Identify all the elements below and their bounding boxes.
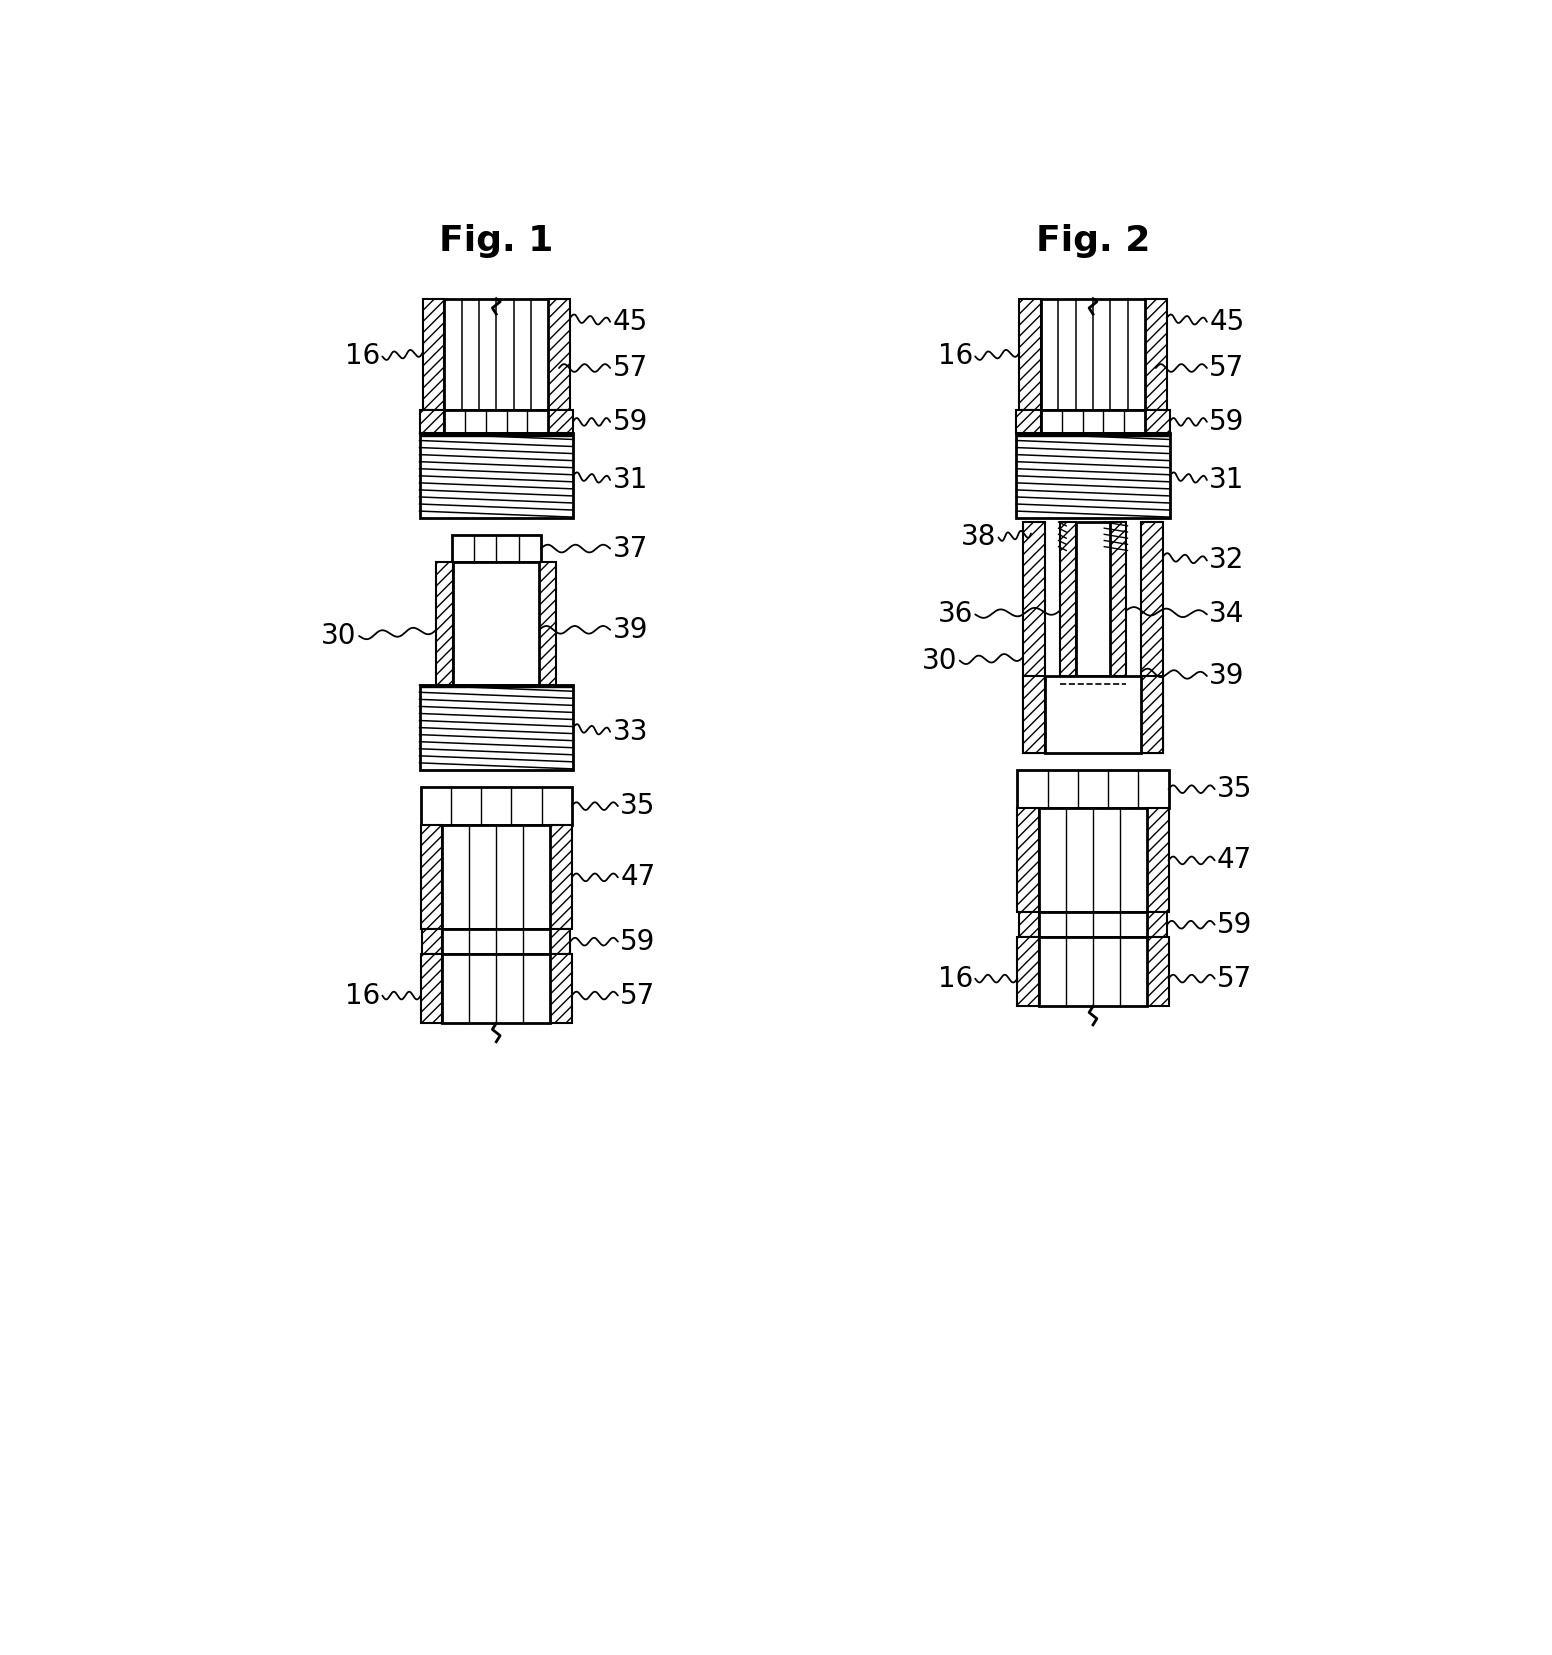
Text: 31: 31 — [613, 467, 647, 495]
Bar — [421, 953, 442, 1023]
Bar — [1018, 937, 1040, 1006]
Text: 37: 37 — [613, 535, 647, 563]
Text: 31: 31 — [1209, 467, 1245, 495]
Bar — [549, 826, 571, 930]
Bar — [1040, 937, 1147, 1006]
Bar — [421, 826, 442, 930]
Text: 57: 57 — [1209, 354, 1245, 382]
Bar — [453, 563, 539, 685]
Text: Fig. 2: Fig. 2 — [1035, 223, 1150, 258]
Bar — [1145, 410, 1170, 434]
Bar — [421, 786, 571, 826]
Text: 39: 39 — [1209, 662, 1245, 690]
Bar — [1017, 434, 1170, 518]
Bar — [549, 930, 570, 953]
Bar — [1147, 937, 1169, 1006]
Bar — [1040, 912, 1147, 937]
Bar — [1076, 521, 1110, 675]
Bar — [419, 410, 444, 434]
Bar — [419, 685, 573, 687]
Text: 39: 39 — [613, 616, 649, 644]
Bar — [1145, 298, 1167, 410]
Text: 16: 16 — [937, 343, 973, 371]
Bar — [442, 930, 549, 953]
Bar — [1017, 434, 1170, 435]
Text: 16: 16 — [345, 343, 380, 371]
Bar — [442, 953, 549, 1023]
Bar — [1110, 521, 1125, 675]
Bar — [548, 410, 573, 434]
Text: 45: 45 — [613, 308, 647, 336]
Bar — [1023, 521, 1044, 753]
Bar — [442, 826, 549, 930]
Text: 34: 34 — [1209, 601, 1245, 629]
Bar — [452, 535, 540, 563]
Text: 57: 57 — [621, 981, 655, 1010]
Bar — [1044, 675, 1141, 753]
Bar — [548, 298, 570, 410]
Text: Fig. 1: Fig. 1 — [439, 223, 554, 258]
Text: 59: 59 — [621, 928, 655, 955]
Text: 59: 59 — [613, 407, 647, 435]
Text: 57: 57 — [1217, 965, 1252, 993]
Text: 57: 57 — [613, 354, 647, 382]
Bar — [1017, 410, 1041, 434]
Bar — [436, 563, 453, 685]
Bar — [419, 685, 573, 770]
Text: 16: 16 — [937, 965, 973, 993]
Text: 33: 33 — [613, 718, 649, 746]
Text: 59: 59 — [1217, 910, 1252, 938]
Text: 35: 35 — [621, 793, 655, 821]
Bar — [1018, 808, 1040, 912]
Bar — [1018, 770, 1169, 808]
Bar — [549, 953, 571, 1023]
Bar — [1141, 521, 1162, 753]
Bar — [422, 298, 444, 410]
Bar — [1020, 298, 1041, 410]
Text: 59: 59 — [1209, 407, 1245, 435]
Text: 36: 36 — [937, 601, 973, 629]
Text: 16: 16 — [345, 981, 380, 1010]
Bar — [1040, 808, 1147, 912]
Text: 35: 35 — [1217, 775, 1252, 803]
Bar — [444, 410, 548, 434]
Bar — [419, 434, 573, 435]
Bar — [539, 563, 556, 685]
Bar — [1141, 675, 1162, 753]
Text: 30: 30 — [922, 647, 958, 675]
Bar — [1020, 912, 1040, 937]
Text: 47: 47 — [1217, 846, 1252, 874]
Bar — [1147, 808, 1169, 912]
Bar — [1147, 912, 1167, 937]
Text: 30: 30 — [321, 622, 357, 650]
Bar — [1041, 298, 1145, 410]
Bar — [444, 298, 548, 410]
Bar — [1041, 410, 1145, 434]
Bar — [419, 434, 573, 518]
Bar — [422, 930, 442, 953]
Bar — [1023, 675, 1044, 753]
Text: 32: 32 — [1209, 546, 1245, 574]
Text: 38: 38 — [961, 523, 996, 551]
Text: 45: 45 — [1209, 308, 1245, 336]
Text: 47: 47 — [621, 864, 655, 892]
Bar — [1060, 521, 1076, 675]
